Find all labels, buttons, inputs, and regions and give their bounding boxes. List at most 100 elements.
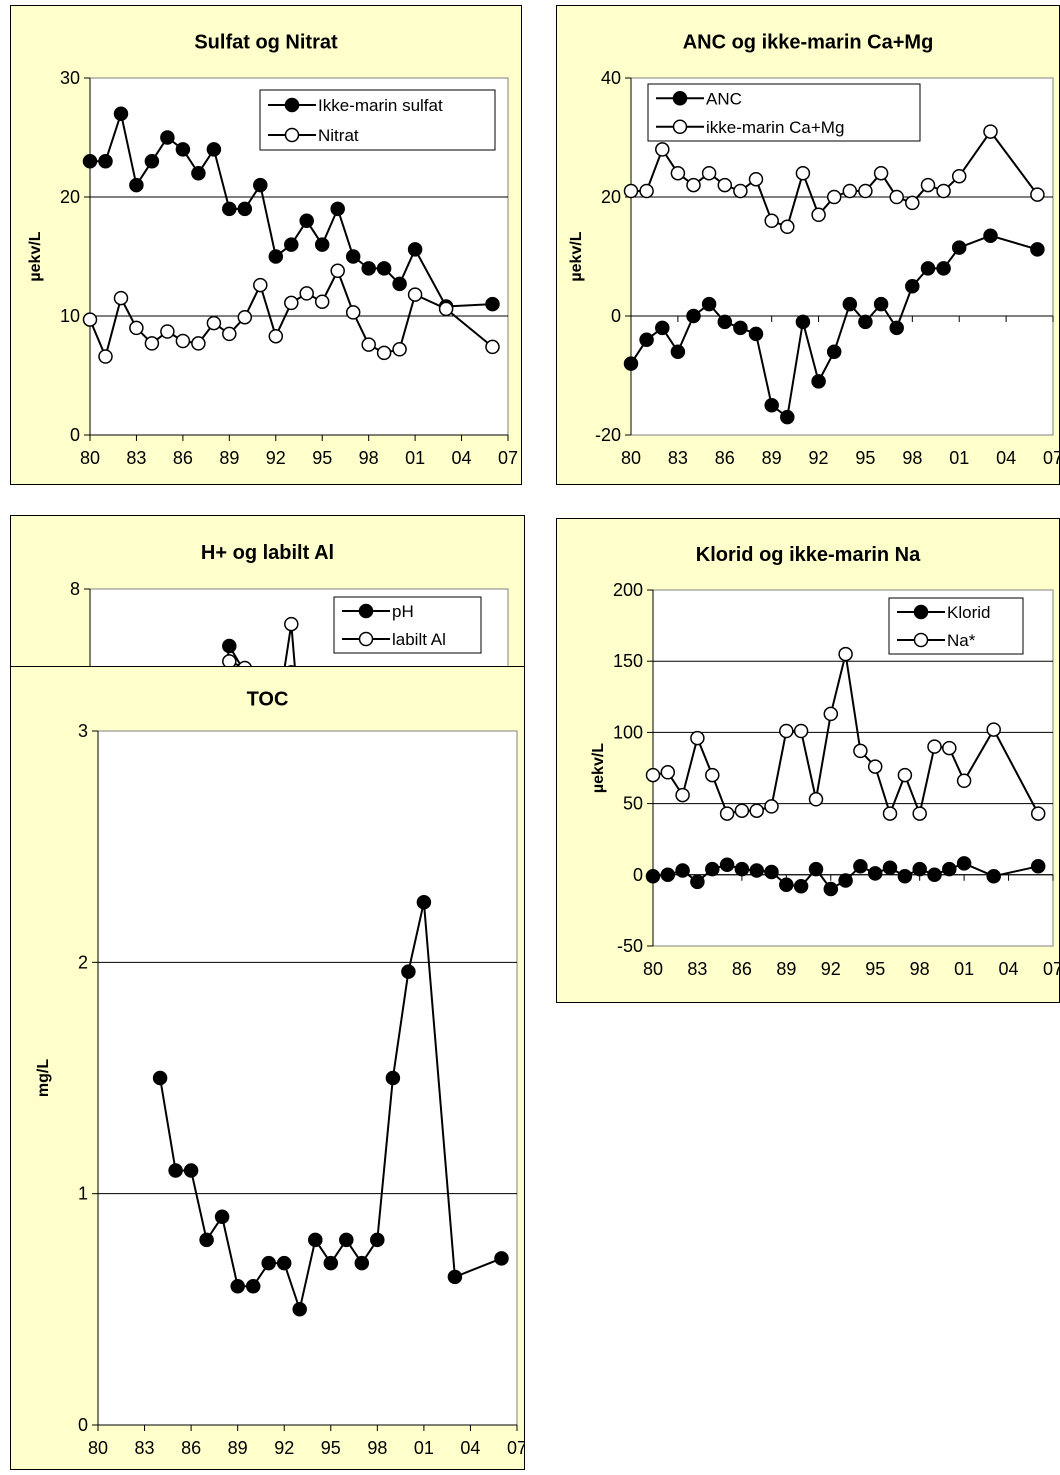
data-point [485,339,500,355]
legend-box [259,89,496,151]
data-point [230,1278,245,1294]
y-axis-label: µekv/L [590,743,607,793]
x-tick-label: 07 [507,1438,525,1458]
data-point [1030,242,1045,257]
data-point [82,154,98,169]
chart-panel-sulfat-nitrat: Sulfat og Nitrat µekv/L 0 10 20 30 80 83 86 89 92 9… [10,5,522,485]
data-point [199,1232,214,1248]
data-point [623,183,639,199]
data-point [292,1302,307,1317]
data-point [370,1232,385,1248]
data-point [168,1163,183,1178]
x-tick-label: 07 [1043,959,1060,979]
chart-title: TOC [247,689,289,711]
data-point [144,154,160,169]
data-point [889,320,904,336]
data-point [905,195,920,211]
x-tick-label: 95 [865,959,885,979]
data-point [268,249,284,264]
data-point [719,857,735,873]
y-tick-label: 3 [78,721,88,741]
data-point [951,240,967,255]
data-point [645,868,661,884]
data-point [385,1070,401,1086]
data-point [660,867,676,883]
data-point [983,124,998,139]
data-point [299,286,314,301]
data-point [873,296,889,312]
x-tick-label: 95 [312,448,332,468]
x-tick-label: 89 [228,1438,248,1458]
data-point [986,868,1001,884]
legend-marker [672,119,688,134]
legend-box [647,83,921,142]
y-tick-label: 0 [70,425,80,445]
chart-panel-klorid-na: Klorid og ikke-marin Na µekv/L -50 0 50 100 15… [556,518,1060,1003]
x-tick-label: 92 [809,448,829,468]
y-tick-label: 0 [633,865,643,885]
data-point [795,165,811,181]
data-point [222,326,237,342]
x-tick-label: 95 [321,1438,341,1458]
y-tick-label: 0 [611,306,621,326]
data-point [206,315,222,331]
x-tick-label: 01 [949,448,969,468]
x-tick-label: 01 [954,959,974,979]
data-point [936,261,951,276]
data-point [748,171,764,187]
data-point [780,219,795,235]
legend-entry: Klorid [947,603,990,622]
data-point [1030,806,1046,821]
data-point [734,803,750,818]
data-point [920,177,936,193]
data-point [942,740,957,756]
data-point [983,228,998,243]
chart-svg: Klorid og ikke-marin Na µekv/L -50 0 50 100 15… [556,518,1060,1003]
chart-title: Sulfat og Nitrat [194,32,338,54]
x-tick-label: 04 [996,448,1016,468]
data-point [808,792,824,807]
y-tick-label: 100 [613,722,643,742]
data-point [717,177,733,193]
data-point [639,332,654,348]
x-tick-label: 83 [687,959,707,979]
data-point [308,1232,323,1248]
x-tick-label: 07 [1043,448,1060,468]
legend-entry: pH [392,602,414,621]
data-point [986,722,1001,737]
data-point [655,320,670,336]
data-point [670,165,686,181]
data-point [416,894,432,910]
x-tick-label: 83 [668,448,688,468]
x-tick-label: 04 [452,448,472,468]
data-point [956,773,972,789]
data-point [98,349,113,364]
data-point [873,165,889,181]
data-point [748,326,764,342]
data-point [376,261,392,276]
data-point [826,344,842,359]
data-point [1030,187,1045,202]
data-point [660,765,676,780]
y-axis-label: µekv/L [27,231,44,281]
data-point [719,806,735,821]
x-tick-label: 86 [173,448,193,468]
x-tick-label: 92 [266,448,286,468]
data-point [639,183,654,199]
data-point [206,142,222,157]
y-tick-label: 1 [78,1184,88,1204]
x-tick-label: 80 [643,959,663,979]
x-tick-label: 86 [715,448,735,468]
data-point [268,328,284,344]
x-tick-label: 98 [902,448,922,468]
data-point [175,142,191,157]
data-point [882,860,898,875]
data-point [494,1251,509,1266]
data-point [276,1255,292,1271]
legend-entry: Ikke-marin sulfat [318,96,443,115]
data-point [897,868,913,884]
legend-entry: ikke-marin Ca+Mg [706,118,844,137]
data-point [912,861,927,877]
data-point [183,1163,199,1178]
chart-title: H+ og labilt Al [201,542,334,564]
